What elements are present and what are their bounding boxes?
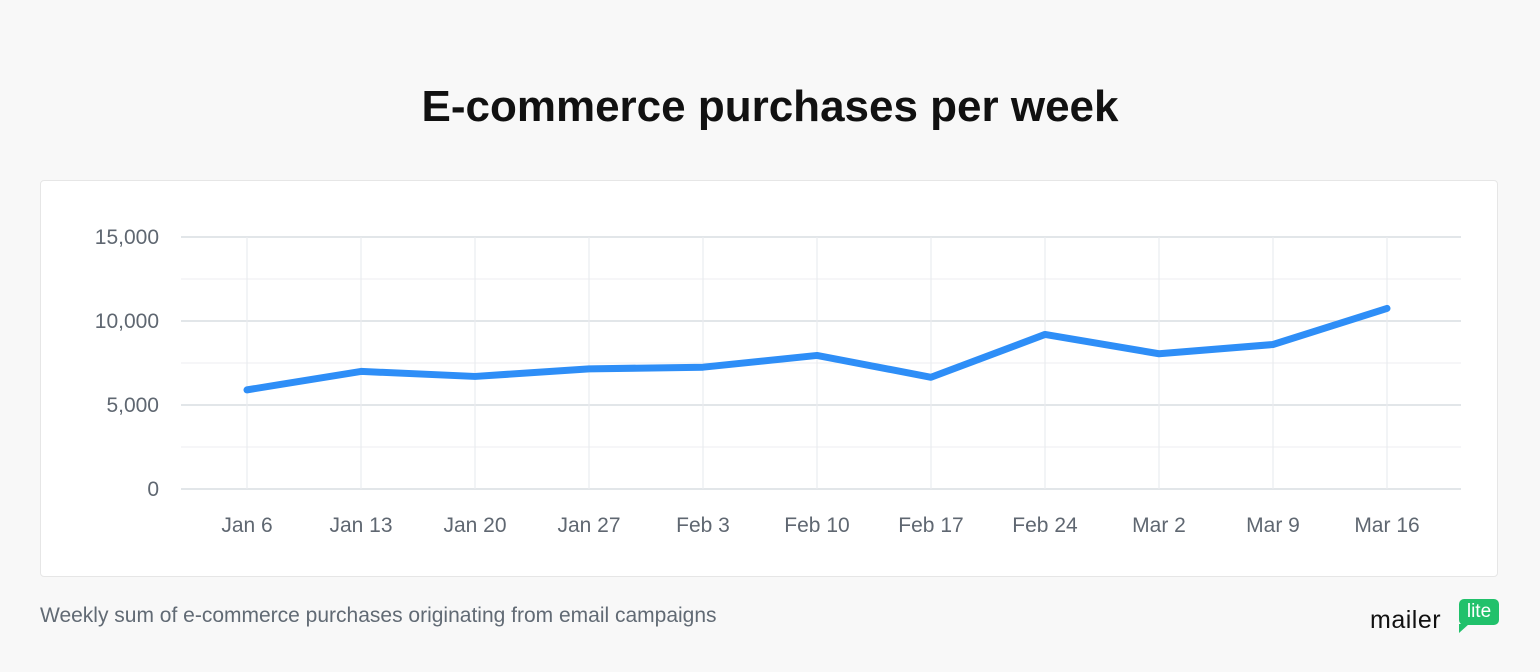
mailerlite-logo: mailer lite <box>1368 598 1502 638</box>
series-lines <box>243 304 1391 394</box>
y-tick-label: 0 <box>147 478 159 501</box>
series-line <box>243 304 1391 394</box>
logo-badge: lite <box>1459 599 1499 633</box>
chart-caption: Weekly sum of e-commerce purchases origi… <box>40 604 717 627</box>
y-tick-label: 15,000 <box>95 226 159 249</box>
x-tick-label: Mar 9 <box>1246 514 1300 537</box>
x-tick-label: Jan 20 <box>443 514 506 537</box>
x-tick-label: Feb 3 <box>676 514 730 537</box>
x-tick-label: Jan 27 <box>557 514 620 537</box>
chart-title: E-commerce purchases per week <box>421 82 1119 131</box>
x-tick-label: Mar 2 <box>1132 514 1186 537</box>
grid-lines <box>181 236 1461 490</box>
x-axis-tick-labels: Jan 6 Jan 13 Jan 20 Jan 27 Feb 3 Feb 10 Feb 17… <box>221 514 1419 537</box>
x-tick-label: Jan 13 <box>329 514 392 537</box>
y-axis-tick-labels: 0 5,000 10,000 15,000 <box>95 226 159 501</box>
x-tick-label: Feb 10 <box>784 514 849 537</box>
y-tick-label: 5,000 <box>106 394 159 417</box>
chart-card: 0 5,000 10,000 15,000 Jan 6 Jan 13 Jan 20 Jan … <box>40 180 1498 577</box>
x-tick-label: Feb 17 <box>898 514 963 537</box>
x-tick-label: Mar 16 <box>1354 514 1419 537</box>
logo-badge-text: lite <box>1466 601 1492 622</box>
x-tick-label: Jan 6 <box>221 514 272 537</box>
logo-wordmark: mailer <box>1370 606 1442 634</box>
y-tick-label: 10,000 <box>95 310 159 333</box>
x-tick-label: Feb 24 <box>1012 514 1078 537</box>
